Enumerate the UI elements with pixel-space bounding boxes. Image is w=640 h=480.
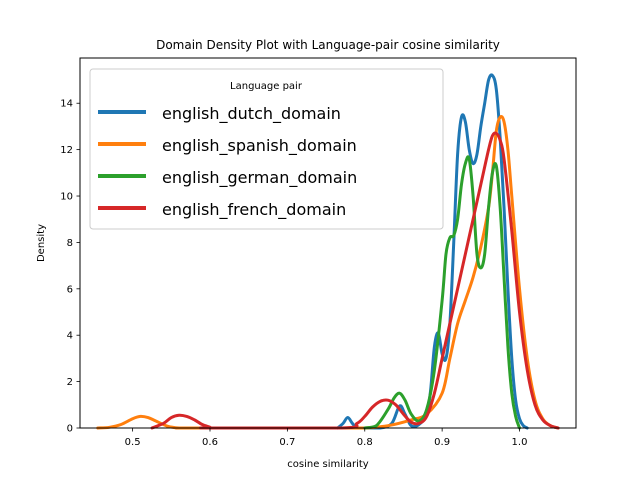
x-axis: 0.5 0.6 0.7 0.8 0.9 1.0	[125, 428, 528, 448]
x-tick-label: 0.9	[434, 437, 450, 448]
y-tick-label: 0	[67, 424, 73, 435]
legend-box	[89, 68, 444, 230]
x-tick-label: 0.6	[202, 437, 218, 448]
x-axis-label: cosine similarity	[287, 459, 368, 470]
legend-label: english_dutch_domain	[162, 104, 341, 124]
chart-title: Domain Density Plot with Language-pair c…	[156, 38, 500, 52]
x-tick-label: 0.7	[279, 437, 295, 448]
series-line-english-spanish-domain	[96, 114, 560, 430]
y-tick-label: 2	[67, 377, 73, 388]
x-tick-label: 0.8	[357, 437, 373, 448]
legend-label: english_german_domain	[162, 168, 357, 188]
x-tick-label: 1.0	[512, 437, 528, 448]
x-tick-label: 0.5	[125, 437, 141, 448]
y-tick-label: 8	[67, 238, 73, 249]
y-tick-label: 12	[60, 145, 73, 156]
y-tick-label: 10	[60, 192, 73, 203]
plot-frame	[79, 57, 577, 429]
y-axis: 0 2 4 6 8 10 12 14	[60, 99, 80, 435]
legend-label: english_spanish_domain	[162, 136, 357, 156]
legend-label: english_french_domain	[162, 200, 346, 220]
y-tick-label: 14	[60, 99, 73, 110]
legend-entries: english_dutch_domain english_spanish_doma…	[98, 104, 357, 220]
legend-title: Language pair	[230, 81, 303, 92]
y-tick-label: 4	[67, 331, 73, 342]
legend: Language pair english_dutch_domainenglis…	[89, 68, 444, 230]
series-line-english-german-domain	[363, 155, 522, 430]
series-layer	[96, 73, 560, 430]
y-tick-label: 6	[67, 284, 73, 295]
y-axis-label: Density	[36, 224, 47, 262]
series-line-english-french-domain	[150, 131, 560, 430]
